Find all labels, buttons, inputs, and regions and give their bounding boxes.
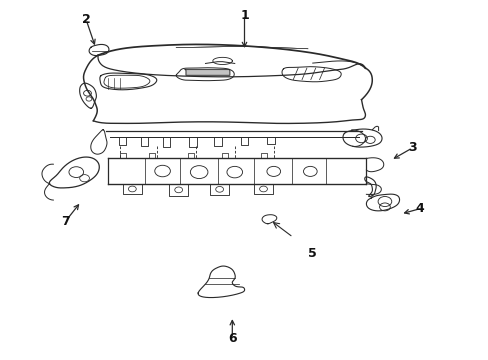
Text: 7: 7 <box>61 215 70 228</box>
Text: 1: 1 <box>240 9 248 22</box>
Text: 5: 5 <box>308 247 317 260</box>
Text: 3: 3 <box>407 141 416 154</box>
Polygon shape <box>184 69 229 75</box>
Text: 2: 2 <box>81 13 90 26</box>
Text: 6: 6 <box>227 332 236 345</box>
Text: 4: 4 <box>415 202 424 215</box>
